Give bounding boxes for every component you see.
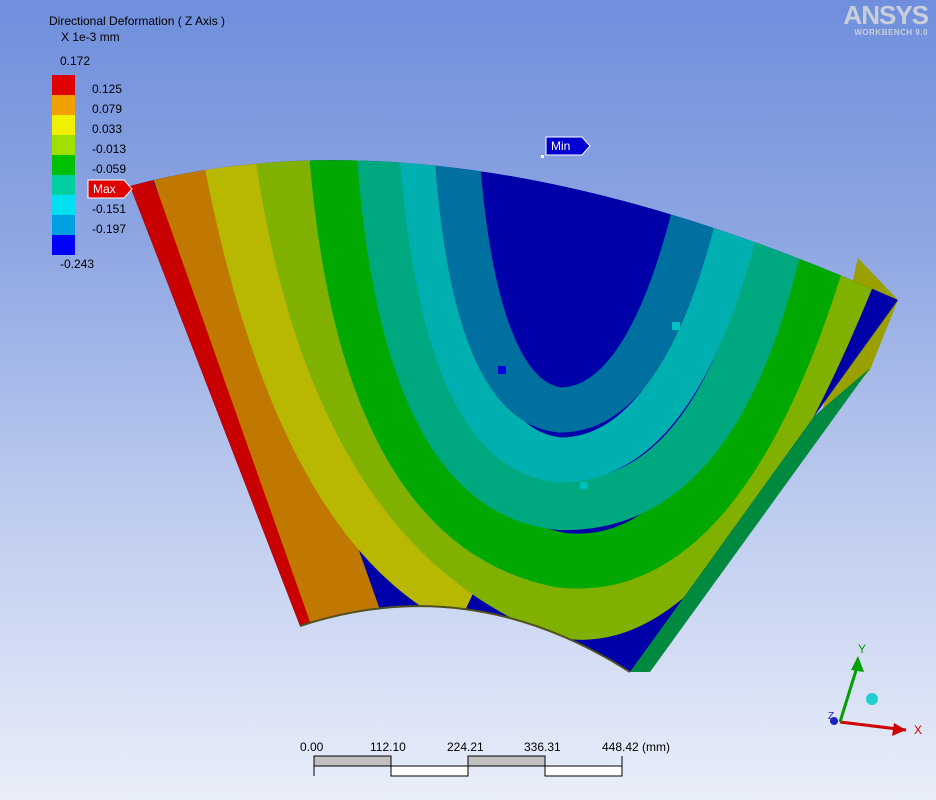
probe-marker: [498, 366, 506, 374]
max-label: Max: [93, 182, 116, 196]
legend-value: -0.197: [92, 222, 127, 236]
legend-value: -0.013: [92, 142, 127, 156]
probe-marker: [672, 322, 680, 330]
legend-value: 0.125: [92, 82, 123, 96]
legend-swatch-2: [52, 95, 75, 115]
y-axis-label: Y: [858, 642, 867, 656]
legend-swatch-7: [52, 195, 75, 215]
scale-bar: [313, 755, 623, 777]
x-axis-label: X: [914, 723, 923, 737]
probe-marker: [580, 482, 587, 489]
z-axis-label: Z: [828, 711, 835, 722]
legend-swatch-1: [52, 75, 75, 95]
logo-brand: ANSYS: [843, 0, 929, 30]
legend-value: -0.059: [92, 162, 127, 176]
scale-tick-label: 0.00: [300, 740, 324, 754]
x-axis-arrow-icon: [892, 723, 906, 736]
iso-view-ball-icon[interactable]: [866, 693, 878, 705]
scale-tick-label: 448.42 (mm): [602, 740, 671, 754]
min-label: Min: [551, 139, 571, 153]
model-inner-edge: [299, 605, 631, 673]
min-label-flag[interactable]: [545, 136, 591, 156]
model-side-face: [630, 368, 870, 672]
legend-value: -0.151: [92, 202, 127, 216]
legend-min-value: -0.243: [60, 257, 95, 271]
scale-tick-label: 336.31: [524, 740, 561, 754]
scale-tick-label: 112.10: [370, 740, 406, 754]
legend-swatch-4: [52, 135, 75, 155]
legend-value: 0.033: [92, 122, 123, 136]
legend-value: 0.079: [92, 102, 123, 116]
logo-subtitle: WORKBENCH 9.0: [854, 28, 928, 37]
legend-swatch-9: [52, 235, 75, 255]
min-point: [541, 155, 544, 158]
legend-swatch-5: [52, 155, 75, 175]
z-axis-dot-icon: [830, 717, 838, 725]
scale-tick-label: 224.21: [447, 740, 484, 754]
legend-swatch-3: [52, 115, 75, 135]
y-axis-arrow-icon: [851, 656, 864, 672]
axis-triad[interactable]: [830, 656, 907, 736]
legend-swatch-8: [52, 215, 75, 235]
result-unit: X 1e-3 mm: [61, 30, 120, 44]
legend-max-value: 0.172: [60, 54, 91, 68]
max-label-flag[interactable]: [87, 179, 133, 199]
result-title: Directional Deformation ( Z Axis ): [49, 14, 226, 28]
legend-swatch-6: [52, 175, 75, 195]
ansys-logo: ANSYS WORKBENCH 9.0: [843, 0, 929, 37]
